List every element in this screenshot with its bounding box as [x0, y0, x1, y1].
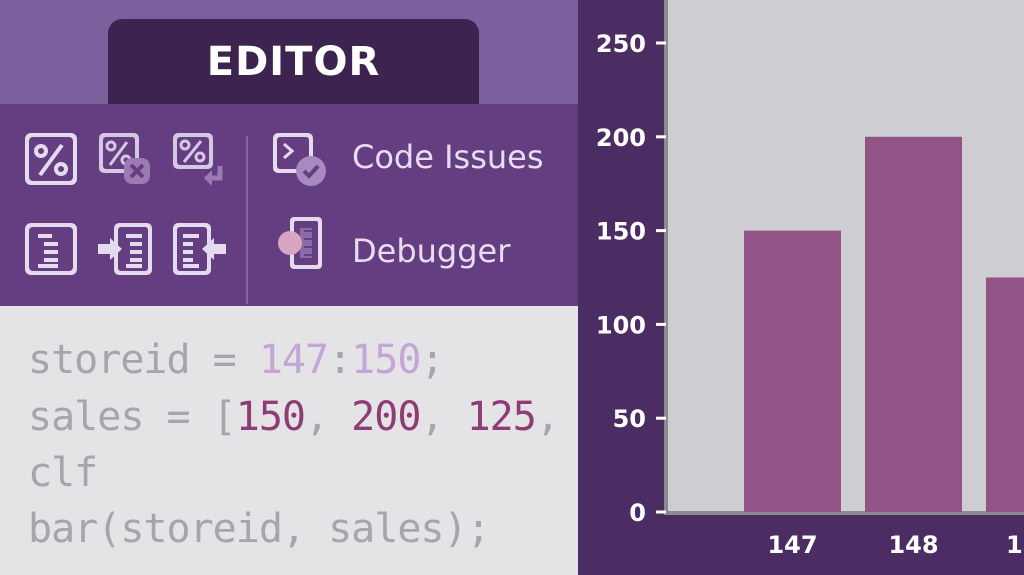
smart-indent-icon[interactable] [22, 220, 80, 278]
debugger-icon[interactable] [270, 214, 328, 272]
bar-chart: 0 50 100 150 200 250 147 148 1 [596, 0, 1024, 559]
code-token: storeid = [28, 337, 259, 383]
code-issues-icon[interactable] [270, 130, 328, 188]
code-token: ; [420, 337, 444, 383]
increase-indent-icon[interactable] [96, 220, 154, 278]
code-line-1: storeid = 147:150; [28, 337, 445, 383]
code-token: : [328, 337, 352, 383]
code-editor[interactable] [0, 306, 578, 575]
code-number: 150 [351, 337, 421, 383]
code-number: 147 [258, 337, 329, 383]
y-tick-label: 50 [613, 405, 646, 433]
x-tick-label: 147 [767, 531, 817, 559]
ribbon-divider [246, 136, 248, 304]
bar-149 [986, 277, 1024, 512]
code-line-4: bar(storeid, sales); [28, 506, 491, 552]
comment-icon[interactable] [22, 130, 80, 188]
decrease-indent-icon[interactable] [170, 220, 228, 278]
code-token: , [535, 394, 560, 440]
debugger-label[interactable]: Debugger [352, 232, 511, 270]
y-tick-label: 150 [596, 218, 646, 246]
tab-editor[interactable]: EDITOR [108, 19, 479, 104]
code-token: sales = [ [28, 394, 237, 440]
code-token: , [305, 394, 352, 440]
code-number: 125 [466, 394, 537, 440]
x-tick-label: 148 [888, 531, 938, 559]
bar-148 [865, 136, 962, 513]
code-number: 200 [351, 394, 421, 440]
plot-area [666, 0, 1024, 512]
bar-147 [744, 230, 841, 512]
code-line-3: clf [28, 450, 98, 496]
y-tick-label: 200 [596, 124, 646, 152]
code-line-2: sales = [150, 200, 125, [28, 394, 560, 440]
y-tick-label: 250 [596, 30, 646, 58]
y-tick-label: 100 [596, 311, 646, 339]
uncomment-icon[interactable] [96, 130, 154, 188]
y-tick-label: 0 [629, 499, 646, 527]
code-issues-label[interactable]: Code Issues [352, 138, 544, 176]
code-token: , [420, 394, 467, 440]
x-tick-label: 1 [1006, 531, 1023, 559]
tab-editor-label: EDITOR [206, 38, 381, 85]
code-number: 150 [235, 394, 306, 440]
wrap-comments-icon[interactable] [170, 130, 228, 188]
